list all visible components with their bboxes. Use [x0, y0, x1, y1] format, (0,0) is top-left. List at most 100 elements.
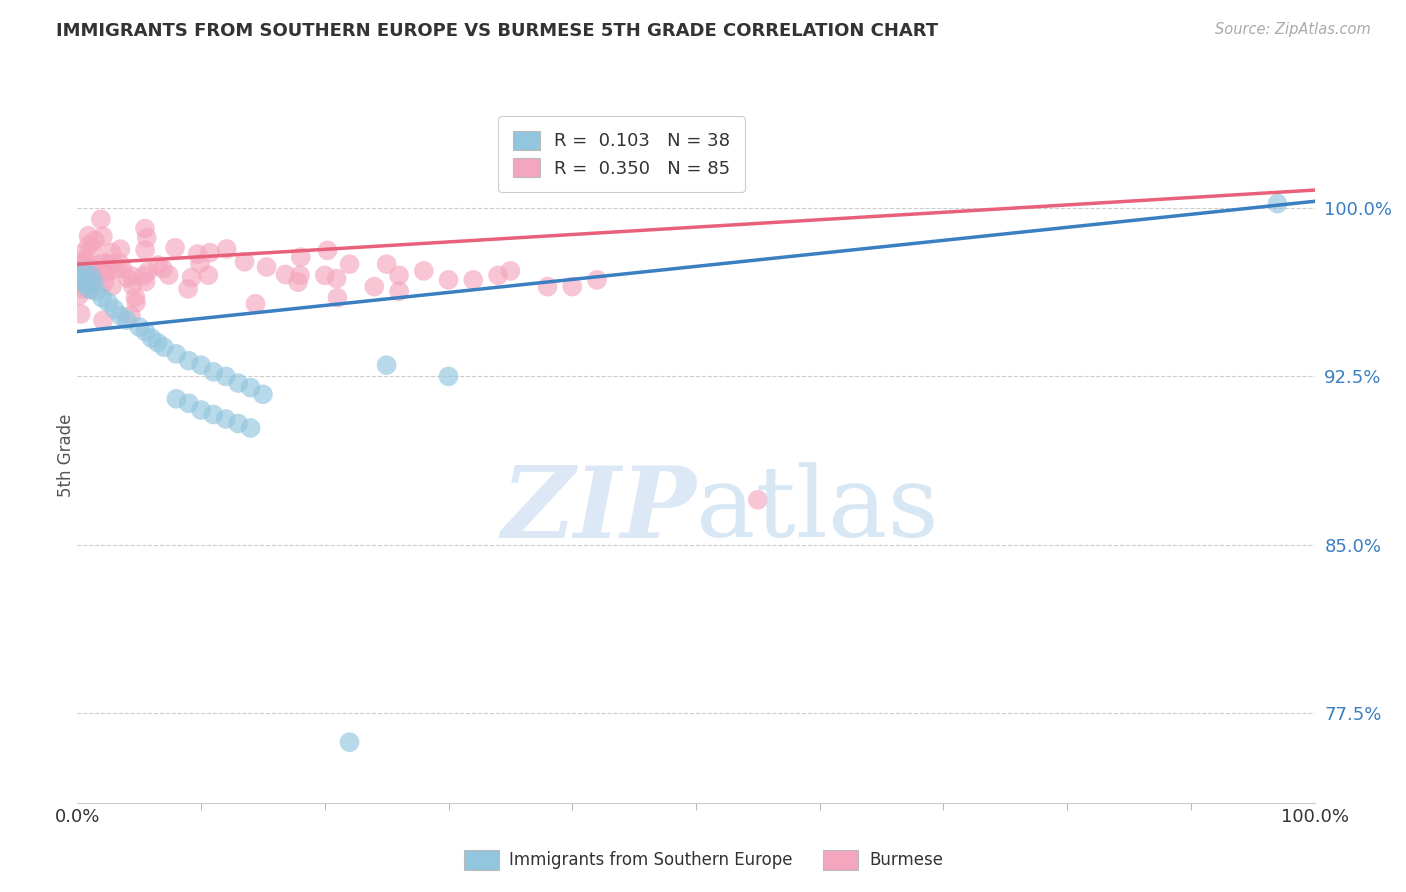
Point [165, 392, 187, 406]
Point [83, 261, 105, 276]
Point [135, 230, 157, 244]
Point [152, 261, 174, 276]
Point [91, 229, 114, 244]
Text: ZIP: ZIP [501, 462, 696, 558]
Point [339, 735, 361, 749]
Point [215, 412, 238, 426]
Point [486, 268, 509, 283]
Point [84, 284, 107, 298]
Point [157, 268, 180, 282]
Point [128, 320, 150, 334]
Y-axis label: 5th Grade: 5th Grade [58, 413, 75, 497]
Point [108, 256, 131, 270]
Point [274, 268, 297, 282]
Point [226, 417, 249, 431]
Point [437, 369, 460, 384]
Point [134, 221, 156, 235]
Point [239, 381, 262, 395]
Point [101, 279, 124, 293]
Point [388, 268, 411, 283]
Point [202, 365, 225, 379]
Point [77, 228, 100, 243]
Point [233, 255, 256, 269]
Point [120, 309, 142, 323]
Text: IMMIGRANTS FROM SOUTHERN EUROPE VS BURMESE 5TH GRADE CORRELATION CHART: IMMIGRANTS FROM SOUTHERN EUROPE VS BURME… [56, 22, 938, 40]
Point [82, 275, 104, 289]
Point [103, 301, 125, 316]
Point [287, 275, 309, 289]
Point [93, 276, 115, 290]
Point [98, 257, 121, 271]
Point [197, 268, 219, 283]
Point [215, 369, 238, 384]
Point [72, 282, 94, 296]
Point [187, 247, 209, 261]
Text: Immigrants from Southern Europe: Immigrants from Southern Europe [509, 851, 793, 869]
Point [70, 256, 93, 270]
Text: Source: ZipAtlas.com: Source: ZipAtlas.com [1215, 22, 1371, 37]
Point [314, 268, 336, 283]
Point [132, 268, 155, 283]
Point [437, 273, 460, 287]
Point [124, 290, 146, 304]
Point [316, 244, 339, 258]
Point [77, 238, 100, 252]
Point [97, 295, 120, 310]
Point [134, 325, 156, 339]
Point [215, 242, 238, 256]
Point [245, 297, 267, 311]
Text: atlas: atlas [696, 463, 939, 558]
Point [83, 266, 105, 280]
Point [82, 273, 104, 287]
Point [375, 257, 398, 271]
Point [82, 241, 104, 255]
Point [110, 309, 132, 323]
Point [91, 291, 114, 305]
Point [110, 242, 132, 256]
Point [66, 268, 89, 283]
Point [325, 271, 347, 285]
Point [326, 291, 349, 305]
Point [90, 212, 112, 227]
Point [80, 276, 103, 290]
Point [69, 273, 91, 287]
Point [93, 256, 115, 270]
Point [121, 278, 143, 293]
Point [69, 307, 91, 321]
Point [89, 257, 111, 271]
Point [94, 264, 117, 278]
Point [75, 277, 97, 292]
Point [177, 353, 200, 368]
Point [288, 268, 311, 283]
Point [339, 257, 361, 271]
Point [79, 283, 101, 297]
Point [363, 279, 385, 293]
Point [202, 408, 225, 422]
Point [67, 289, 90, 303]
Point [96, 264, 118, 278]
Legend: R =  0.103   N = 38, R =  0.350   N = 85: R = 0.103 N = 38, R = 0.350 N = 85 [499, 116, 745, 192]
Point [388, 285, 411, 299]
Point [290, 250, 312, 264]
Point [111, 261, 134, 276]
Point [177, 282, 200, 296]
Point [239, 421, 262, 435]
Point [188, 256, 211, 270]
Point [84, 234, 107, 248]
Point [463, 273, 485, 287]
Point [375, 358, 398, 372]
Point [70, 256, 93, 270]
Point [73, 258, 96, 272]
Point [72, 264, 94, 278]
Point [198, 245, 221, 260]
Point [135, 275, 157, 289]
Point [141, 331, 163, 345]
Point [100, 245, 122, 260]
Point [226, 376, 249, 390]
Point [72, 246, 94, 260]
Point [125, 295, 148, 310]
Point [103, 262, 125, 277]
Point [80, 268, 103, 283]
Point [153, 340, 176, 354]
Point [76, 279, 98, 293]
